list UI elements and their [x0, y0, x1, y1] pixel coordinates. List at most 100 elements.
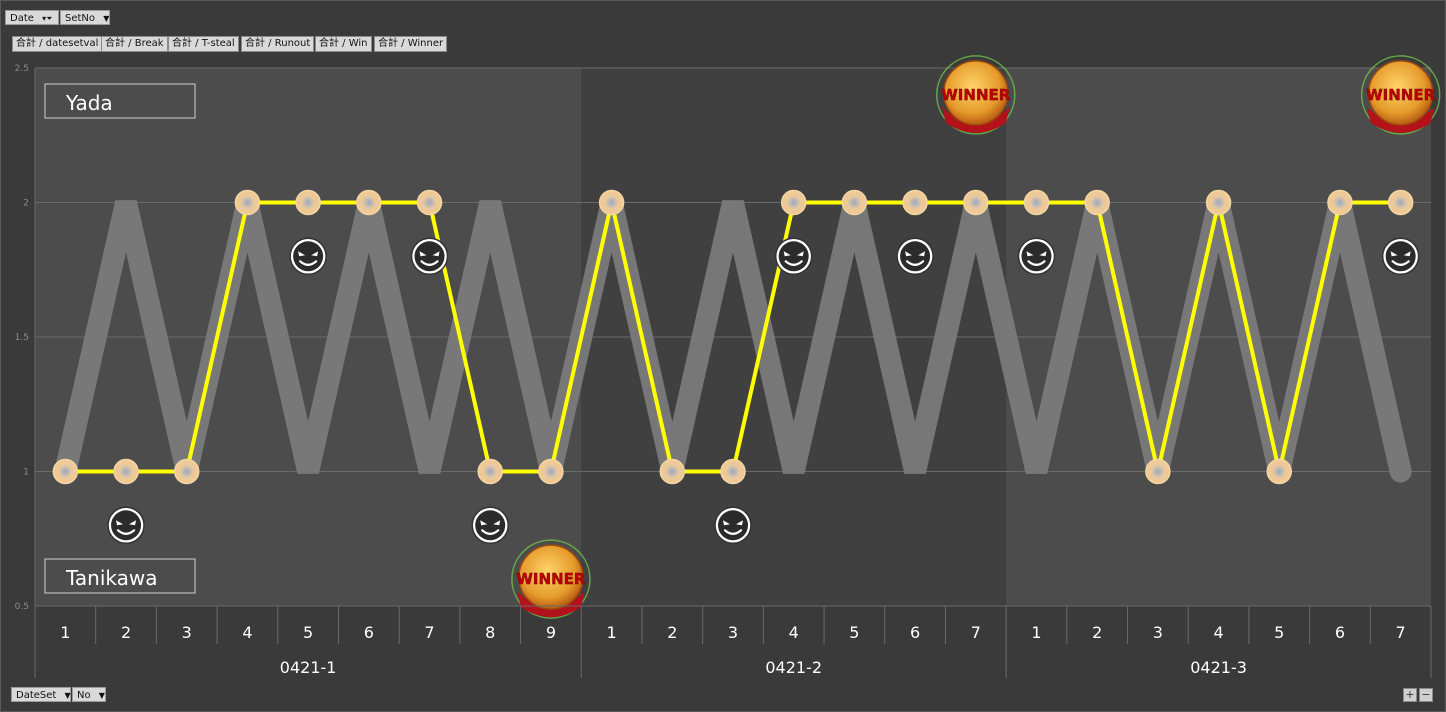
- x-tick-label: 6: [910, 623, 920, 642]
- x-tick-label: 6: [364, 623, 374, 642]
- break-face-head: [475, 510, 506, 541]
- winner-badge-ribbon: [516, 591, 585, 618]
- x-tick-label: 5: [849, 623, 859, 642]
- x-tick-label: 3: [182, 623, 192, 642]
- break-face-eye: [298, 251, 306, 257]
- break-face-mouth: [723, 529, 743, 535]
- data-point: [659, 458, 686, 485]
- break-face-eye: [419, 251, 427, 257]
- break-face-icon: [1017, 237, 1056, 276]
- break-face-eye: [918, 251, 926, 257]
- y-tick-label: 0.5: [15, 602, 29, 612]
- x-tick-label: 4: [789, 623, 799, 642]
- break-face-head: [900, 241, 931, 272]
- winner-badge: WINNER: [936, 55, 1016, 135]
- winner-badge-text: WINNER: [1366, 86, 1435, 104]
- break-face-head: [778, 241, 809, 272]
- field-winner[interactable]: 合計 / Winner: [374, 36, 448, 52]
- data-point: [113, 458, 139, 485]
- y-tick-label: 2.5: [15, 64, 29, 74]
- dateset-filter-label: DateSet: [16, 690, 57, 701]
- data-point: [963, 189, 989, 216]
- player-top-box: [44, 83, 196, 119]
- break-face-eye: [480, 520, 488, 526]
- data-point: [234, 189, 261, 216]
- x-tick-label: 2: [121, 623, 131, 642]
- x-tick-label: 8: [485, 623, 495, 642]
- x-tick-label: 4: [242, 623, 252, 642]
- field-datesetval[interactable]: 合計 / datesetval: [12, 36, 103, 52]
- winner-badge: WINNER: [511, 539, 591, 619]
- winner-badge-medal: [943, 60, 1009, 126]
- date-filter-label: Date: [10, 13, 34, 24]
- x-tick-label: 4: [1213, 623, 1223, 642]
- setno-filter-button[interactable]: SetNo ▼: [60, 10, 110, 25]
- break-face-mouth: [784, 260, 803, 266]
- break-face-eye: [1390, 251, 1398, 257]
- winner-badge-ribbon: [1366, 106, 1435, 133]
- break-face-mouth: [116, 529, 136, 535]
- data-point: [538, 458, 564, 485]
- break-face-eye: [736, 520, 743, 526]
- x-tick-label: 5: [303, 623, 313, 642]
- break-face-mouth: [1391, 260, 1410, 266]
- winner-badge-text: WINNER: [941, 86, 1010, 104]
- dropdown-icon: ▼: [103, 14, 110, 23]
- break-face-icon: [1381, 237, 1420, 276]
- break-face-eye: [905, 251, 913, 257]
- winner-badge-ribbon: [941, 106, 1010, 133]
- x-tick-label: 3: [728, 623, 738, 642]
- field-win[interactable]: 合計 / Win: [315, 36, 372, 52]
- field-t-steal[interactable]: 合計 / T-steal: [168, 36, 239, 52]
- break-face-mouth: [481, 529, 500, 535]
- zoom-in-button[interactable]: +: [1403, 688, 1417, 702]
- x-tick-label: 1: [1031, 623, 1041, 642]
- break-face-icon: [896, 237, 934, 276]
- y-tick-label: 2: [23, 199, 29, 209]
- no-filter-label: No: [77, 690, 91, 701]
- no-filter-button[interactable]: No ▼: [72, 687, 106, 702]
- break-face-mouth: [420, 260, 439, 266]
- break-face-head: [718, 510, 748, 541]
- break-face-eye: [1026, 251, 1034, 257]
- player-top-name: Yada: [65, 91, 113, 115]
- data-point: [1266, 458, 1293, 485]
- x-tick-label: 2: [1092, 623, 1102, 642]
- y-tick-label: 1: [23, 468, 29, 478]
- date-filter-button[interactable]: Date ▾⏷: [5, 10, 59, 25]
- field-runout[interactable]: 合計 / Runout: [241, 36, 315, 52]
- field-break[interactable]: 合計 / Break: [101, 36, 168, 52]
- break-face-eye: [311, 251, 319, 257]
- y-tick-label: 1.5: [15, 333, 29, 343]
- x-tick-label: 7: [424, 623, 434, 642]
- data-point: [356, 189, 382, 216]
- data-point: [295, 189, 321, 216]
- break-face-head: [414, 241, 445, 272]
- x-group-label: 0421-2: [765, 658, 822, 677]
- break-face-head: [111, 510, 142, 541]
- break-face-eye: [1403, 251, 1411, 257]
- data-point: [1205, 189, 1232, 216]
- player-bottom-box: [44, 558, 196, 594]
- data-point: [477, 458, 503, 485]
- x-tick-label: 7: [971, 623, 981, 642]
- winner-badge-text: WINNER: [516, 570, 585, 588]
- break-face-mouth: [905, 260, 925, 266]
- x-tick-label: 1: [60, 623, 70, 642]
- dateset-filter-button[interactable]: DateSet ▼: [11, 687, 71, 702]
- break-face-eye: [723, 520, 730, 526]
- break-face-eye: [783, 251, 791, 257]
- data-point: [52, 458, 79, 485]
- winner-badge-ring: [511, 539, 591, 619]
- zoom-out-button[interactable]: −: [1419, 688, 1433, 702]
- break-face-head: [1385, 241, 1416, 272]
- break-face-eye: [796, 251, 804, 257]
- break-face-icon: [289, 237, 327, 276]
- setno-filter-label: SetNo: [65, 13, 96, 24]
- break-face-eye: [493, 520, 501, 526]
- x-group-label: 0421-3: [1190, 658, 1247, 677]
- break-face-icon: [107, 506, 145, 545]
- winner-badge-medal: [1367, 60, 1434, 126]
- data-point: [598, 189, 625, 216]
